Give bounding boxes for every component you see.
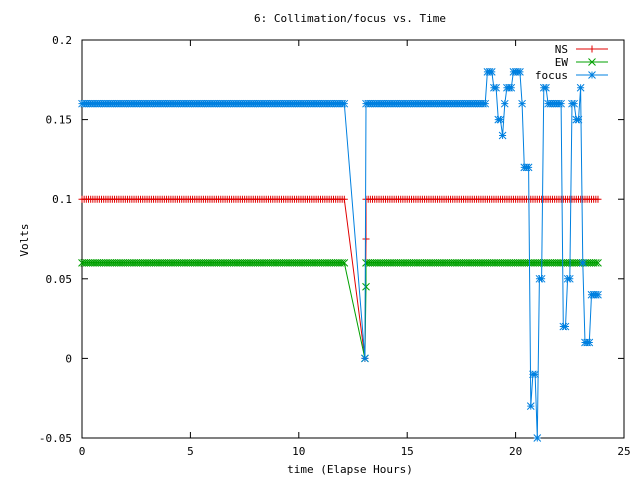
x-tick-label: 20 (509, 445, 522, 458)
x-tick-label: 25 (617, 445, 630, 458)
legend-item: focus (535, 69, 608, 82)
y-tick-label: 0.15 (46, 114, 73, 127)
data-point (481, 99, 490, 108)
legend-item: NS (555, 43, 608, 56)
data-point (500, 99, 509, 108)
series-line (82, 262, 598, 359)
plot-frame (81, 39, 625, 439)
y-axis-label: Volts (18, 223, 31, 256)
y-tick-label: 0.2 (52, 34, 72, 47)
series-line (82, 71, 598, 439)
legend-label: EW (555, 56, 569, 69)
data-point (516, 67, 524, 76)
series-ns (78, 195, 602, 362)
data-point (338, 259, 347, 267)
data-point (585, 338, 594, 347)
data-point (498, 131, 507, 140)
data-point (362, 235, 370, 243)
data-point (542, 83, 550, 92)
data-point (594, 290, 602, 299)
data-point (361, 354, 369, 363)
data-point (561, 322, 570, 331)
x-tick-label: 5 (187, 445, 194, 458)
legend-item: EW (555, 56, 608, 69)
data-point (565, 274, 574, 283)
legend-label: focus (535, 69, 568, 82)
data-point (533, 434, 542, 442)
chart-title: 6: Collimation/focus vs. Time (254, 12, 446, 25)
data-point (340, 259, 349, 267)
y-tick-label: 0.05 (46, 273, 73, 286)
data-point (507, 83, 516, 92)
data-point (588, 58, 596, 66)
y-tick-label: 0 (65, 352, 72, 365)
data-point (524, 163, 533, 172)
data-point (591, 259, 600, 267)
data-point (537, 274, 546, 283)
legend-label: NS (555, 43, 568, 56)
series-focus (78, 67, 602, 442)
data-point (487, 67, 496, 76)
data-point (340, 99, 349, 108)
data-point (362, 282, 370, 291)
data-point (578, 259, 587, 267)
data-point (588, 71, 596, 79)
axes: 0 5 10 15 20 25 -0.05 0 0.05 0.1 0.15 0.2 (39, 34, 631, 458)
data-point (574, 115, 583, 124)
data-point (594, 195, 602, 203)
x-tick-label: 0 (79, 445, 86, 458)
series-line (82, 198, 598, 359)
data-point (594, 259, 602, 267)
data-point (518, 99, 526, 108)
data-point (557, 99, 565, 108)
data-point (496, 115, 505, 124)
data-point (526, 402, 535, 411)
y-tick-label: 0.1 (52, 193, 72, 206)
x-tick-label: 15 (401, 445, 414, 458)
y-tick-label: -0.05 (39, 432, 72, 445)
plot-area (78, 67, 602, 442)
data-point (576, 83, 585, 92)
series-ew (78, 259, 602, 363)
data-point (531, 370, 539, 379)
data-point (492, 83, 500, 92)
x-axis-label: time (Elapse Hours) (287, 463, 413, 476)
data-point (570, 99, 578, 108)
data-point (340, 195, 348, 203)
data-point (588, 45, 596, 53)
x-tick-label: 10 (292, 445, 305, 458)
